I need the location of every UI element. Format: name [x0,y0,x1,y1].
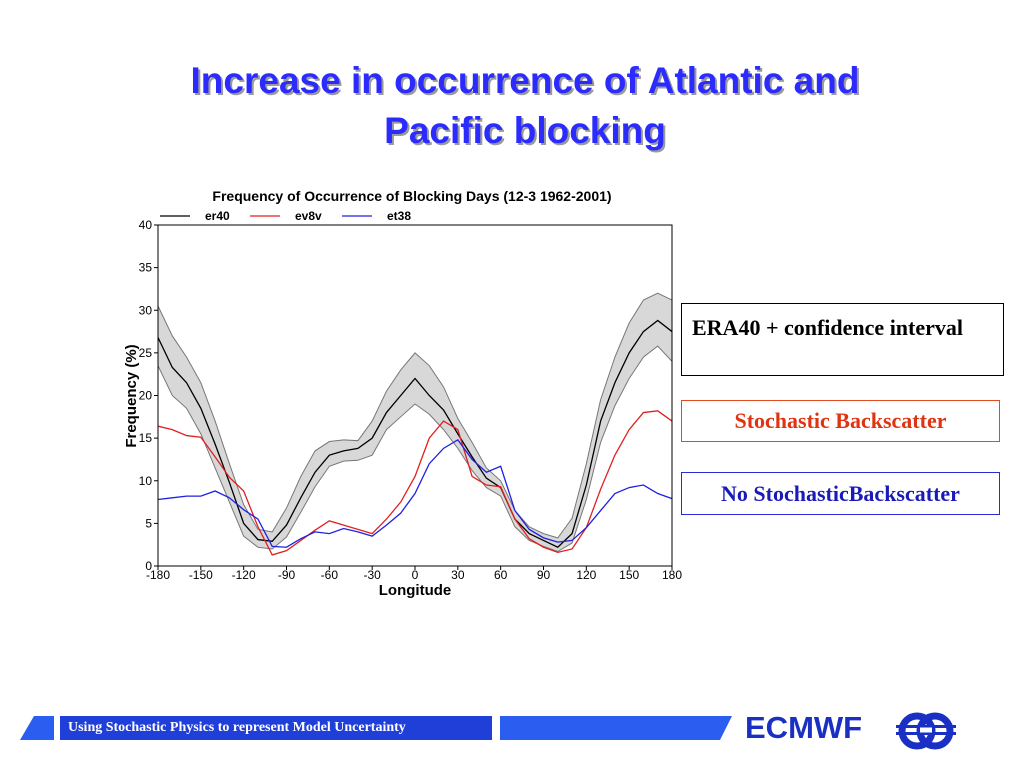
x-tick-label: -30 [363,568,381,582]
x-tick-label: 150 [619,568,639,582]
x-tick-label: 0 [412,568,419,582]
series-line-er40 [157,319,673,549]
er40-confidence-band [158,293,672,552]
legend-label-ev8v: ev8v [295,209,322,223]
x-tick-label: -150 [189,568,213,582]
y-tick-label: 0 [145,559,152,573]
y-tick-label: 15 [139,431,153,445]
x-tick-label: 120 [576,568,596,582]
er40-upper-bound [157,292,673,539]
x-axis-label: Longitude [379,582,451,599]
er40-lower-bound [157,345,673,553]
y-tick-label: 40 [139,218,153,232]
x-tick-label: -60 [321,568,339,582]
footer-right-accent [500,716,732,740]
era40-confidence-box: ERA40 + confidence interval [681,303,1004,376]
y-tick-label: 5 [145,516,152,530]
slide-title: Increase in occurrence of Atlantic and P… [120,56,930,156]
chart-title: Frequency of Occurrence of Blocking Days… [212,188,611,204]
ecmwf-brand-text: ECMWF [745,710,863,745]
y-axis-label: Frequency (%) [123,344,140,447]
legend-label-er40: er40 [205,209,230,223]
slide-title-line2: Pacific blocking [384,110,666,151]
y-tick-label: 35 [139,261,153,275]
x-tick-label: 30 [451,568,465,582]
slide-title-line1: Increase in occurrence of Atlantic and [190,60,860,101]
y-tick-label: 20 [139,389,153,403]
ecmwf-logo-icon [896,712,956,750]
no-stochastic-backscatter-box: No StochasticBackscatter [681,472,1000,515]
legend-label-et38: et38 [387,209,411,223]
stochastic-backscatter-box: Stochastic Backscatter [681,400,1000,442]
x-tick-label: -90 [278,568,296,582]
x-tick-label: 90 [537,568,551,582]
footer-caption: Using Stochastic Physics to represent Mo… [60,716,492,740]
y-tick-label: 25 [139,346,153,360]
x-tick-label: 60 [494,568,508,582]
series-line-et38 [157,438,673,548]
y-tick-label: 30 [139,303,153,317]
x-tick-label: -120 [232,568,256,582]
x-tick-label: 180 [662,568,682,582]
x-tick-label: -180 [146,568,170,582]
y-tick-label: 10 [139,474,153,488]
